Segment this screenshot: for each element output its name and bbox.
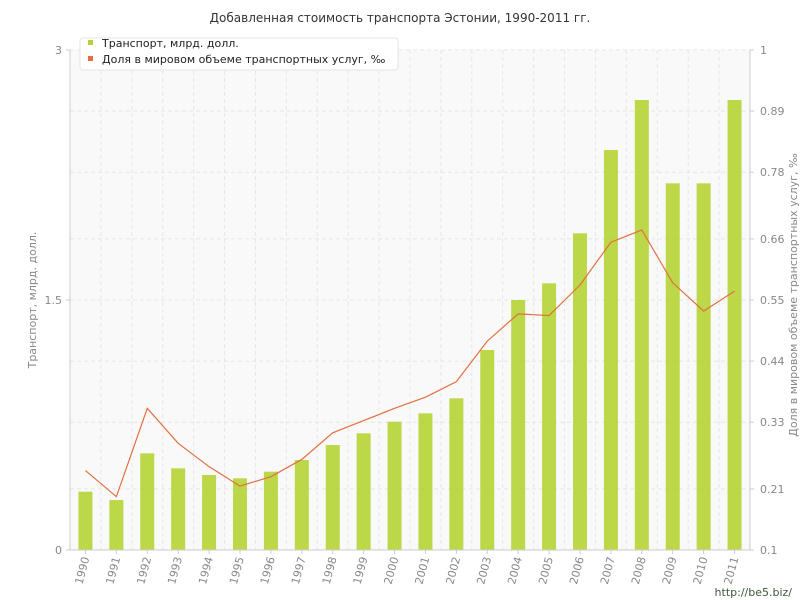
bar (171, 468, 186, 550)
y-tick-label: 1.5 (45, 294, 63, 307)
bar (202, 475, 217, 550)
y2-axis-label: Доля в мировом объеме транспортных услуг… (787, 153, 800, 437)
y2-tick-label: 0.66 (760, 233, 785, 246)
bar (387, 421, 402, 550)
bar (573, 233, 587, 551)
bar (78, 491, 93, 550)
bar (449, 398, 464, 550)
right-axis-ticks: 0.1 0.21 0.33 0.44 0.55 0.66 0.78 0.89 1 (750, 44, 785, 557)
bar-series (78, 100, 742, 551)
bar (480, 350, 495, 550)
y2-tick-label: 0.78 (760, 166, 785, 179)
bar (109, 500, 124, 550)
bar (665, 183, 680, 551)
y2-tick-label: 0.33 (760, 416, 785, 429)
y2-tick-label: 0.55 (760, 294, 785, 307)
bar (263, 471, 278, 550)
y2-tick-label: 1 (760, 44, 767, 57)
bar (418, 413, 433, 550)
bar (325, 445, 340, 550)
watermark: http://be5.biz/ (715, 586, 793, 599)
left-axis-ticks: 01.53 (45, 44, 70, 557)
line-series (85, 229, 735, 498)
y2-tick-label: 0.21 (760, 483, 785, 496)
legend-swatch-bars (88, 40, 93, 45)
bar (140, 453, 155, 550)
legend-swatch-line (88, 56, 93, 61)
y-tick-label: 3 (55, 44, 62, 57)
bar (294, 460, 309, 550)
legend-label-bars: Транспорт, млрд. долл. (101, 37, 239, 50)
bar (233, 478, 247, 550)
bar (603, 150, 618, 550)
y2-tick-label: 0.44 (760, 355, 785, 368)
bar (696, 183, 711, 551)
legend-box (79, 37, 399, 71)
bar (356, 433, 371, 550)
y2-tick-label: 0.1 (760, 544, 778, 557)
chart-title: Добавленная стоимость транспорта Эстонии… (210, 11, 591, 25)
bar (511, 300, 526, 550)
y-tick-label: 0 (55, 544, 62, 557)
bar (727, 100, 742, 550)
legend: Транспорт, млрд. долл. Доля в мировом об… (79, 37, 399, 71)
bar (634, 100, 649, 550)
grid (70, 49, 750, 550)
bar (542, 283, 557, 550)
legend-label-line: Доля в мировом объеме транспортных услуг… (102, 53, 386, 66)
y-axis-label: Транспорт, млрд. долл. (26, 232, 39, 370)
y2-tick-label: 0.89 (760, 105, 785, 118)
line-path (85, 229, 735, 498)
